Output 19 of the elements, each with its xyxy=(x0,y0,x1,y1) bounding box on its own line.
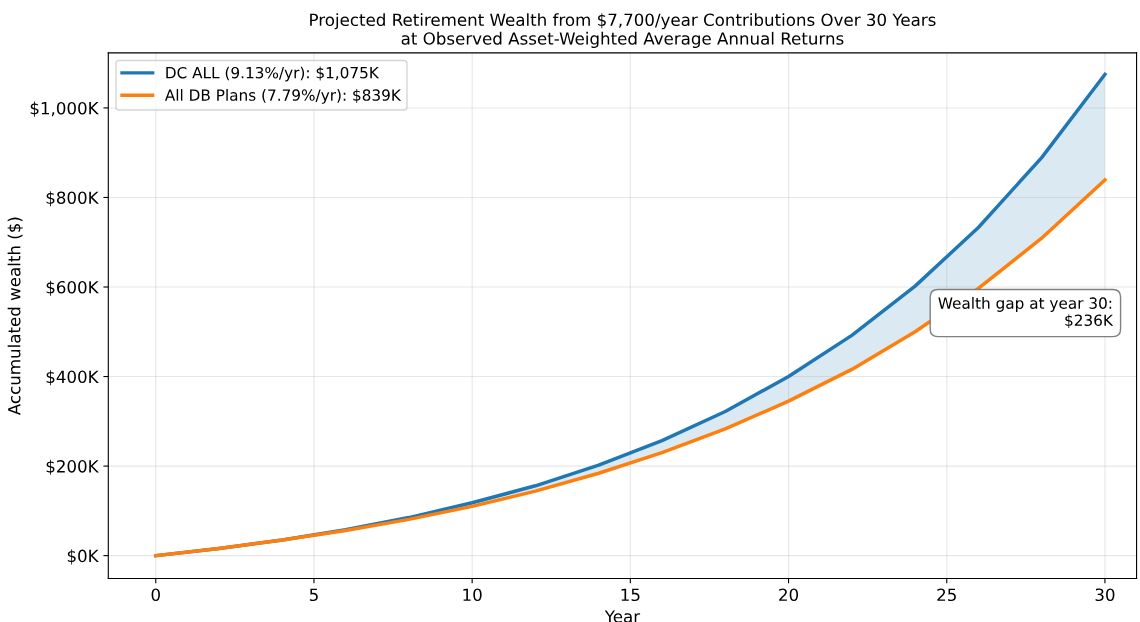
y-tick-label: $1,000K xyxy=(30,101,99,117)
legend-label: All DB Plans (7.79%/yr): $839K xyxy=(164,89,402,104)
y-tick-label: $800K xyxy=(46,191,99,207)
x-tick-label: 30 xyxy=(1095,588,1115,602)
x-tick-label: 20 xyxy=(779,588,799,602)
y-axis-title: Accumulated wealth ($) xyxy=(7,217,23,416)
y-tick-label: $400K xyxy=(46,370,99,386)
x-tick-label: 5 xyxy=(309,588,318,602)
x-axis-title: Year xyxy=(604,610,641,622)
y-tick-label: $200K xyxy=(46,459,99,475)
x-tick-label: 10 xyxy=(463,588,482,602)
y-tick-label: $600K xyxy=(46,280,99,296)
x-tick-label: 15 xyxy=(621,588,640,602)
y-tick-label: $0K xyxy=(67,549,99,565)
x-tick-label: 0 xyxy=(151,588,160,602)
x-tick-label: 25 xyxy=(937,588,956,602)
legend-label: DC ALL (9.13%/yr): $1,075K xyxy=(166,66,380,82)
annotation: Wealth gap at year 30: $236K xyxy=(938,297,1114,329)
chart-title: Projected Retirement Wealth from $7,700/year Contributions Over 30 Years at Observed Asset-Weighted Average Annual Returns xyxy=(310,13,936,48)
